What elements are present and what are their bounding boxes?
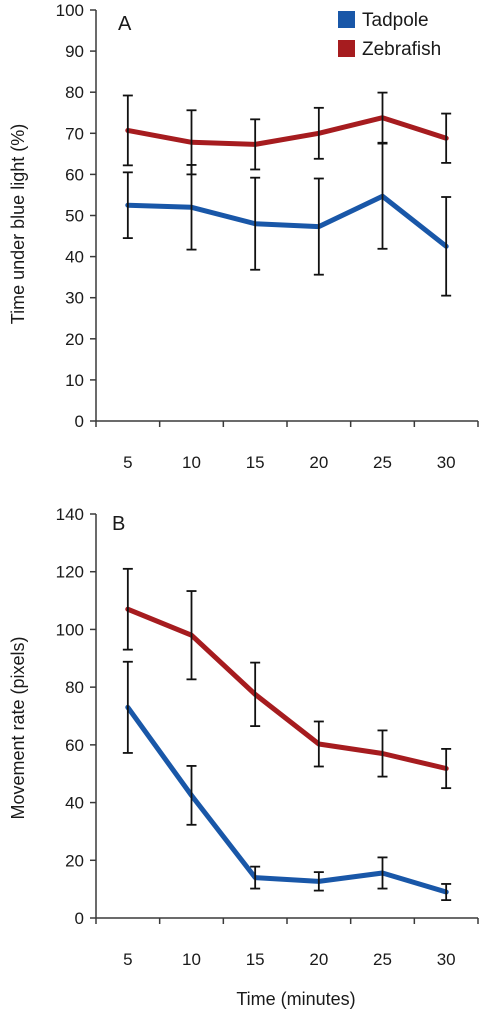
panel-a-x-tick-label: 20 [309, 453, 328, 472]
panel-a-y-tick-label: 90 [65, 42, 84, 61]
panel-a-marks: 0 10 20 30 40 50 60 70 80 90 100 5 10 15 20 25 30 [56, 1, 479, 472]
panel-a-x-tick-label: 25 [373, 453, 392, 472]
panel-a-y-tick-label: 100 [56, 1, 84, 20]
panel-b-y-tick-label: 80 [65, 678, 84, 697]
panel-a-label: A [118, 13, 132, 35]
panel-b-y-tick-label: 60 [65, 736, 84, 755]
panel-b-x-tick-label: 20 [309, 950, 328, 969]
panel-b-y-tick-label: 40 [65, 794, 84, 813]
panel-b-line-zebrafish [125, 606, 449, 771]
panel-a-line-zebrafish [125, 115, 449, 147]
panel-a-y-tick-label: 10 [65, 371, 84, 390]
panel-a-y-tick-label: 60 [65, 165, 84, 184]
panel-b-y-tick-label: 120 [56, 563, 84, 582]
panel-b-y-tick-label: 100 [56, 620, 84, 639]
panel-b-x-tick-label: 5 [123, 950, 132, 969]
panel-a-y-axis-title: Time under blue light (%) [8, 124, 28, 324]
panel-a-y-tick-label: 50 [65, 207, 84, 226]
panel-a-y-tick-label: 40 [65, 248, 84, 267]
panel-a-y-tick-label: 30 [65, 289, 84, 308]
panel-a-y-tick-label: 80 [65, 83, 84, 102]
panel-b-y-axis-title: Movement rate (pixels) [8, 636, 28, 819]
legend: Tadpole Zebrafish [338, 10, 441, 60]
panel-a-line-tadpole [125, 193, 449, 249]
panel-b-y-tick-label: 20 [65, 851, 84, 870]
panel-a-y-tick-label: 70 [65, 124, 84, 143]
panel-b-x-tick-label: 15 [246, 950, 265, 969]
panel-a-x-tick-label: 15 [246, 453, 265, 472]
panel-b-x-tick-label: 30 [437, 950, 456, 969]
panel-a-x-tick-label: 5 [123, 453, 132, 472]
panel-a-y-tick-label: 20 [65, 330, 84, 349]
legend-swatch-tadpole [338, 11, 355, 28]
panel-b-line-tadpole [125, 704, 449, 895]
panel-a-x-tick-label: 10 [182, 453, 201, 472]
panel-b-y-tick-label: 0 [75, 909, 84, 928]
panel-b-y-tick-label: 140 [56, 505, 84, 524]
panel-a-chart: A Time under blue light (%) 0 10 20 30 40 50 6… [8, 1, 479, 472]
legend-swatch-zebrafish [338, 40, 355, 57]
legend-label-tadpole: Tadpole [362, 10, 429, 31]
panel-a-y-tick-label: 0 [75, 412, 84, 431]
panel-b-x-tick-label: 25 [373, 950, 392, 969]
panel-b-x-tick-label: 10 [182, 950, 201, 969]
panel-b-label: B [112, 513, 125, 535]
panel-b-x-axis-title: Time (minutes) [236, 989, 355, 1009]
panel-a-x-tick-label: 30 [437, 453, 456, 472]
panel-b-chart: B Movement rate (pixels) Time (minutes) … [8, 505, 479, 1009]
legend-label-zebrafish: Zebrafish [362, 39, 441, 60]
panel-b-marks: 0 20 40 60 80 100 120 140 5 10 15 20 25 30 [56, 505, 479, 969]
